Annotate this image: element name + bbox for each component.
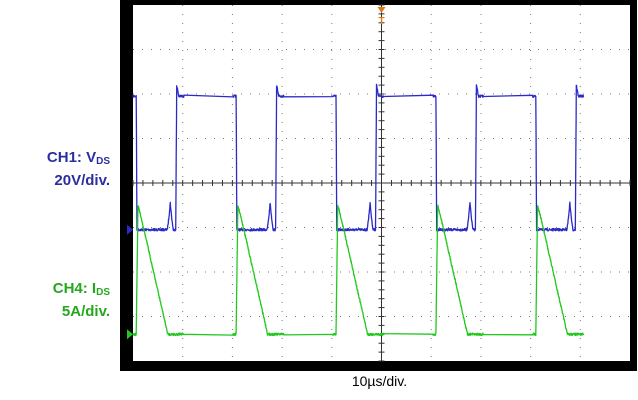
ch1-trace	[132, 83, 585, 232]
ch1-name: CH1: VDS	[46, 149, 110, 167]
ch1-label: CH1: VDS 20V/div.	[0, 148, 110, 190]
trigger-glyph: T	[378, 16, 384, 27]
ch4-name: CH4: IDS	[52, 280, 110, 298]
ch4-ground-marker	[127, 329, 133, 340]
markers: T	[377, 7, 386, 27]
ch4-scale: 5A/div.	[61, 303, 110, 320]
grid	[132, 4, 631, 362]
timebase-label: 10µs/div.	[351, 373, 408, 389]
ch1-ground-marker	[127, 224, 133, 235]
traces	[127, 83, 585, 340]
ch4-label: CH4: IDS 5A/div.	[0, 279, 110, 321]
ch1-scale: 20V/div.	[54, 172, 110, 189]
trigger-arrow	[377, 7, 386, 13]
ch4-trace	[132, 204, 585, 337]
